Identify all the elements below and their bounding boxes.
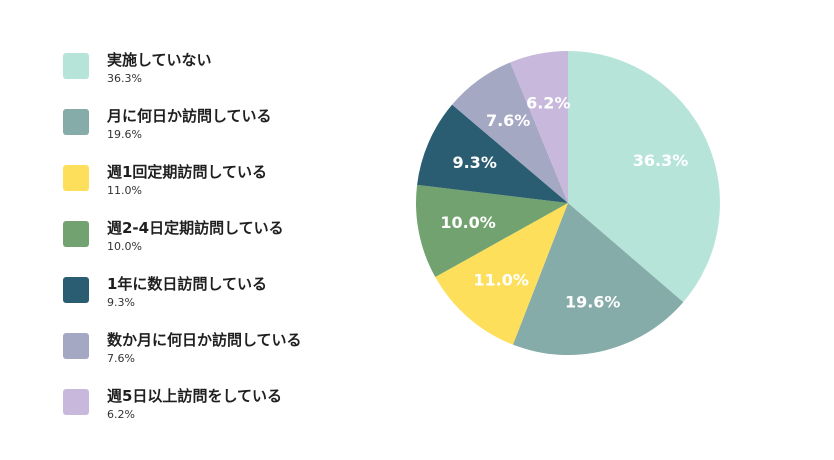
- legend-value: 11.0%: [107, 184, 142, 197]
- slice-label: 9.3%: [452, 153, 496, 172]
- legend-swatch: [63, 277, 89, 303]
- slice-label: 19.6%: [565, 292, 621, 311]
- legend-swatch: [63, 333, 89, 359]
- legend-label: 月に何日か訪問している: [107, 107, 272, 125]
- pie-slice: [568, 51, 720, 303]
- slice-label: 10.0%: [440, 213, 496, 232]
- legend-item: 1年に数日訪問している 9.3%: [60, 272, 360, 328]
- slice-label: 11.0%: [473, 270, 529, 289]
- slice-label: 36.3%: [633, 151, 689, 170]
- legend-item: 週1回定期訪問している 11.0%: [60, 160, 360, 216]
- pie-slice: [512, 203, 684, 355]
- slice-label: 6.2%: [526, 94, 570, 113]
- pie-slice: [416, 184, 568, 278]
- pie-slice: [435, 203, 568, 345]
- pie-chart: 36.3% 19.6% 11.0% 10.0% 9.3% 7.6%6.2%: [416, 51, 720, 355]
- legend-label: 週5日以上訪問をしている: [107, 387, 282, 405]
- legend-value: 6.2%: [107, 408, 135, 421]
- legend-item: 月に何日か訪問している 19.6%: [60, 104, 360, 160]
- legend-swatch: [63, 53, 89, 79]
- pie-slice: [510, 51, 568, 203]
- legend-value: 19.6%: [107, 128, 142, 141]
- legend: 実施していない 36.3% 月に何日か訪問している 19.6% 週1回定期訪問している 1…: [60, 48, 360, 440]
- legend-item: 週2-4日定期訪問している 10.0%: [60, 216, 360, 272]
- legend-value: 10.0%: [107, 240, 142, 253]
- legend-label: 実施していない: [107, 51, 212, 69]
- legend-item: 週5日以上訪問をしている 6.2%: [60, 384, 360, 440]
- pie-slice: [417, 104, 568, 203]
- legend-value: 9.3%: [107, 296, 135, 309]
- legend-item: 実施していない 36.3%: [60, 48, 360, 104]
- slice-label: 7.6%: [486, 111, 530, 130]
- legend-label: 週1回定期訪問している: [107, 163, 267, 181]
- legend-swatch: [63, 221, 89, 247]
- pie-slice: [452, 62, 568, 204]
- legend-value: 7.6%: [107, 352, 135, 365]
- legend-label: 1年に数日訪問している: [107, 275, 267, 293]
- legend-item: 数か月に何日か訪問している 7.6%: [60, 328, 360, 384]
- legend-label: 数か月に何日か訪問している: [107, 331, 302, 349]
- legend-swatch: [63, 389, 89, 415]
- legend-label: 週2-4日定期訪問している: [107, 219, 284, 237]
- legend-swatch: [63, 165, 89, 191]
- legend-value: 36.3%: [107, 72, 142, 85]
- legend-swatch: [63, 109, 89, 135]
